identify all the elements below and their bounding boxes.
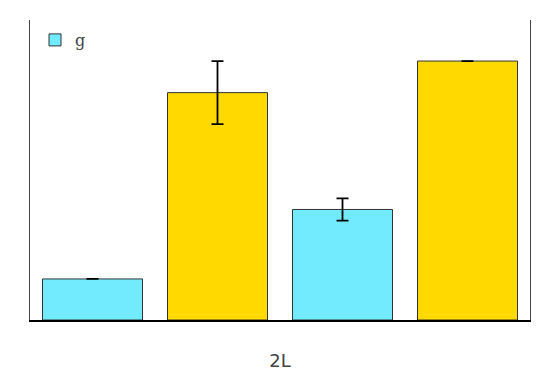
svg-text:g: g <box>75 31 85 50</box>
svg-text:2L: 2L <box>269 350 290 371</box>
